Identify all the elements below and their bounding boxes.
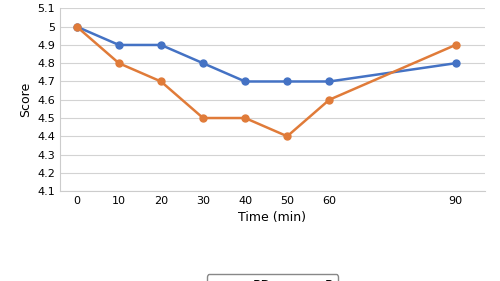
X-axis label: Time (min): Time (min)	[238, 212, 306, 225]
B	[74, 25, 80, 28]
B	[116, 62, 122, 65]
BD	[326, 80, 332, 83]
B	[200, 116, 206, 120]
Y-axis label: Score: Score	[18, 82, 32, 117]
Line: B: B	[74, 23, 459, 140]
BD	[242, 80, 248, 83]
BD	[158, 43, 164, 47]
BD	[116, 43, 122, 47]
B	[242, 116, 248, 120]
BD	[74, 25, 80, 28]
B	[452, 43, 458, 47]
Legend: BD, B: BD, B	[206, 274, 338, 281]
Line: BD: BD	[74, 23, 459, 85]
B	[158, 80, 164, 83]
B	[326, 98, 332, 101]
B	[284, 135, 290, 138]
BD	[452, 62, 458, 65]
BD	[200, 62, 206, 65]
BD	[284, 80, 290, 83]
